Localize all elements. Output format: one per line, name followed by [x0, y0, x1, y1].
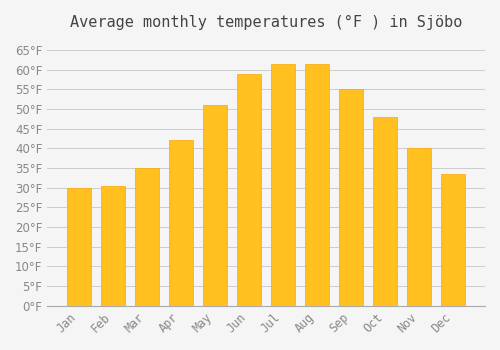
Bar — [271, 64, 295, 306]
Title: Average monthly temperatures (°F ) in Sjöbo: Average monthly temperatures (°F ) in Sj… — [70, 15, 462, 30]
Bar — [101, 186, 125, 306]
Bar — [339, 89, 363, 306]
Bar — [135, 168, 159, 306]
Bar — [442, 174, 465, 306]
Bar — [408, 148, 431, 306]
Bar — [203, 105, 227, 306]
Bar — [67, 188, 91, 306]
Bar — [305, 64, 329, 306]
Bar — [374, 117, 397, 306]
Bar — [237, 74, 261, 306]
Bar — [169, 140, 193, 306]
